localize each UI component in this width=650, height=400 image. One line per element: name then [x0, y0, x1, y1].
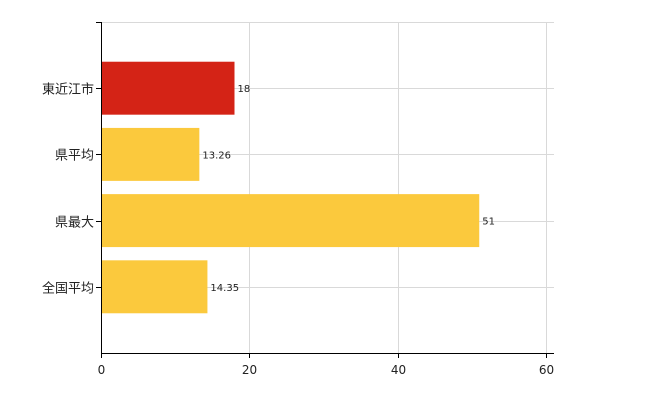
category-label-0: 東近江市: [42, 82, 94, 98]
category-label-2: 県最大: [55, 216, 94, 231]
category-label-1: 県平均: [55, 149, 94, 164]
x-tick-label-60: 60: [539, 363, 554, 377]
axes: [96, 22, 554, 358]
bar-value-label-1: 13.26: [202, 150, 231, 161]
x-tick-label-20: 20: [242, 363, 257, 377]
category-label-3: 全国平均: [42, 281, 94, 297]
bar-3: [102, 260, 208, 314]
bar-2: [102, 194, 480, 248]
bars: [102, 61, 480, 314]
bar-0: [102, 61, 235, 115]
bar-value-label-2: 51: [482, 217, 495, 228]
x-tick-label-40: 40: [391, 363, 406, 377]
x-tick-label-0: 0: [98, 363, 106, 377]
bar-value-label-0: 18: [238, 84, 251, 95]
bar-value-label-3: 14.35: [210, 283, 239, 294]
bar-1: [102, 127, 200, 181]
